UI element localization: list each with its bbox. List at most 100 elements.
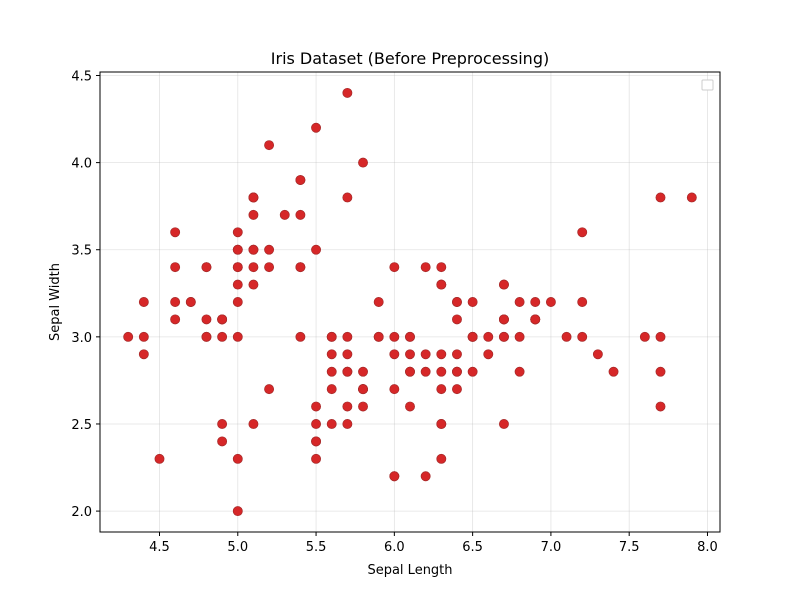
x-tick-label: 4.5 xyxy=(149,540,170,555)
data-point xyxy=(545,297,556,307)
data-point xyxy=(498,331,509,342)
data-point xyxy=(217,314,228,325)
data-point xyxy=(138,297,149,307)
chart-title: Iris Dataset (Before Preprocessing) xyxy=(271,49,549,68)
data-point xyxy=(577,331,588,342)
data-point xyxy=(467,297,478,307)
data-point xyxy=(420,471,431,482)
data-point xyxy=(342,366,353,377)
data-point xyxy=(170,227,181,238)
x-axis-ticks: 4.5 5.0 5.5 6.0 6.5 7.0 7.5 8.0 xyxy=(149,532,718,555)
data-point xyxy=(467,366,478,377)
y-axis-label: Sepal Width xyxy=(48,263,63,341)
data-point xyxy=(514,297,525,307)
data-point xyxy=(389,349,400,360)
data-point xyxy=(592,349,603,360)
x-tick-label: 5.0 xyxy=(227,540,248,555)
data-point xyxy=(342,87,353,98)
x-tick-label: 7.0 xyxy=(541,540,562,555)
data-point xyxy=(201,262,212,273)
data-point xyxy=(232,227,243,238)
data-point xyxy=(420,366,431,377)
data-point xyxy=(436,453,447,464)
data-point xyxy=(154,453,165,464)
data-point xyxy=(217,331,228,342)
x-tick-label: 6.5 xyxy=(462,540,483,555)
data-point xyxy=(295,175,306,185)
data-point xyxy=(561,331,572,342)
data-point xyxy=(185,297,196,307)
data-point xyxy=(420,262,431,273)
data-point xyxy=(232,506,243,517)
data-point xyxy=(170,297,181,307)
data-point xyxy=(452,314,462,325)
data-point xyxy=(483,349,494,360)
data-point xyxy=(436,366,447,377)
data-point xyxy=(201,314,212,325)
data-point xyxy=(452,366,462,377)
data-point xyxy=(342,192,353,203)
data-point xyxy=(138,331,149,342)
data-point xyxy=(436,279,447,290)
data-point xyxy=(358,366,368,377)
data-point xyxy=(264,140,275,151)
y-tick-label: 3.5 xyxy=(71,244,92,259)
data-point xyxy=(405,331,415,342)
data-point xyxy=(483,331,494,342)
data-point xyxy=(311,436,322,447)
data-point xyxy=(232,244,243,255)
data-point xyxy=(295,209,306,220)
data-point xyxy=(655,401,666,412)
data-point xyxy=(326,349,337,360)
data-point xyxy=(342,349,353,360)
data-point xyxy=(279,209,290,220)
data-point xyxy=(452,349,462,360)
data-point xyxy=(217,419,228,429)
data-point xyxy=(514,331,525,342)
data-point xyxy=(420,349,431,360)
data-point xyxy=(530,314,541,325)
data-point xyxy=(311,401,322,412)
x-tick-label: 7.5 xyxy=(619,540,640,555)
data-point xyxy=(608,366,619,377)
data-point xyxy=(577,227,588,238)
data-point xyxy=(452,297,462,307)
y-tick-label: 3.0 xyxy=(71,331,92,346)
data-point xyxy=(201,331,212,342)
data-point xyxy=(373,297,384,307)
data-point xyxy=(436,384,447,395)
data-point xyxy=(232,331,243,342)
data-point xyxy=(389,262,400,273)
data-point xyxy=(264,244,275,255)
data-point xyxy=(467,331,478,342)
data-point xyxy=(248,419,259,429)
data-point xyxy=(498,419,509,429)
data-point xyxy=(326,419,337,429)
data-point xyxy=(248,279,259,290)
data-point xyxy=(295,331,306,342)
data-point xyxy=(311,419,322,429)
data-point xyxy=(342,401,353,412)
data-point xyxy=(232,297,243,307)
x-axis-label: Sepal Length xyxy=(367,563,452,578)
legend-box xyxy=(701,79,714,91)
data-point xyxy=(138,349,149,360)
y-tick-label: 4.0 xyxy=(71,157,92,172)
data-point xyxy=(655,331,666,342)
data-point xyxy=(264,384,275,395)
data-point xyxy=(436,349,447,360)
data-point xyxy=(326,366,337,377)
data-point xyxy=(170,262,181,273)
data-point xyxy=(217,436,228,447)
data-point xyxy=(452,384,462,395)
data-point xyxy=(248,192,259,203)
plot-frame xyxy=(99,71,721,533)
data-point xyxy=(264,262,275,273)
data-point xyxy=(326,331,337,342)
data-point xyxy=(389,331,400,342)
data-point xyxy=(358,384,368,395)
data-point xyxy=(389,384,400,395)
data-point xyxy=(326,384,337,395)
